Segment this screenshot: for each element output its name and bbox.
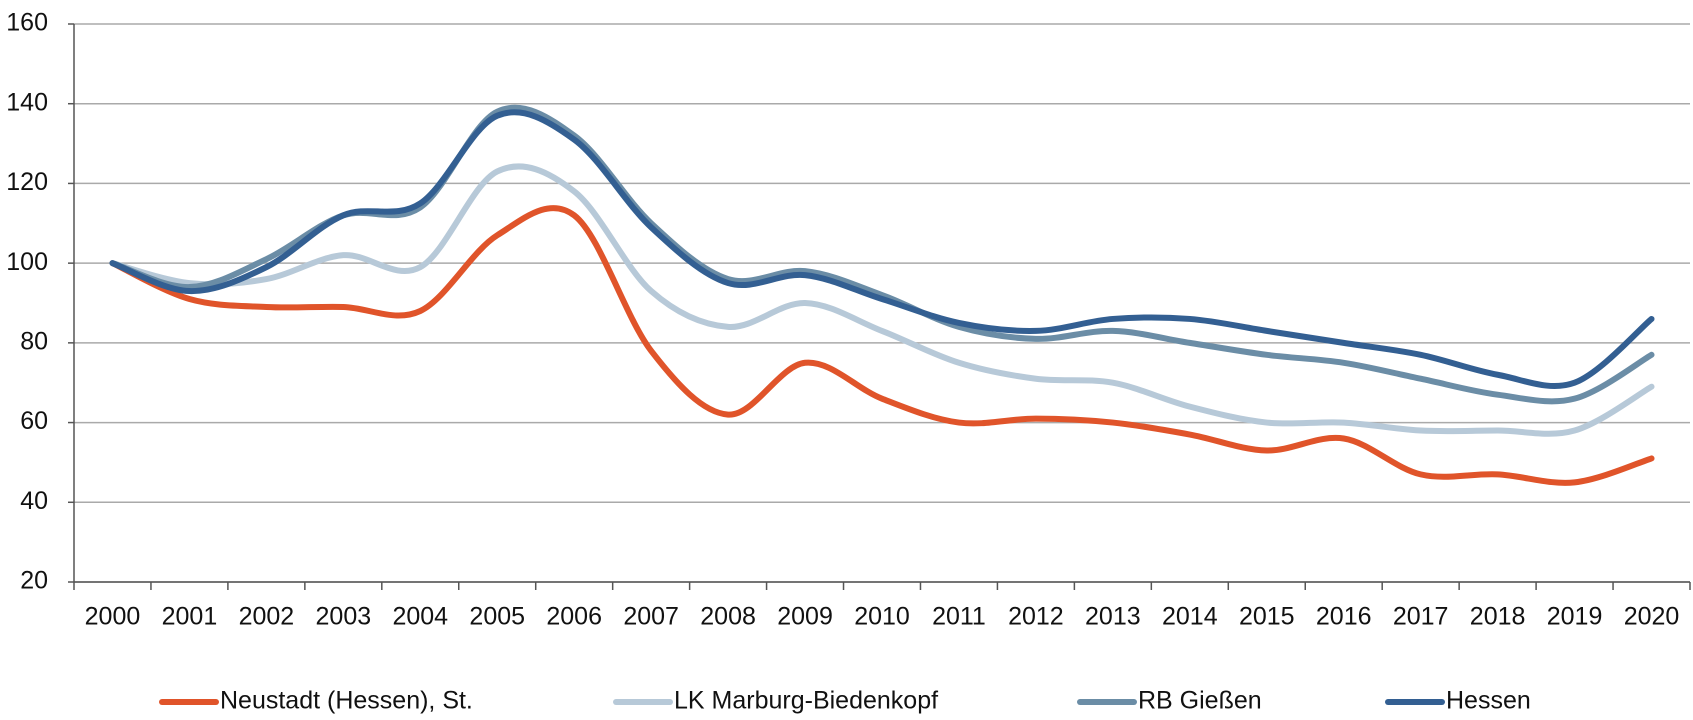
y-tick-label: 140 [6, 88, 48, 116]
x-tick-label: 2015 [1239, 603, 1295, 631]
y-tick-label: 120 [6, 168, 48, 196]
x-tick-label: 2000 [85, 603, 141, 631]
legend-label: Neustadt (Hessen), St. [220, 687, 473, 715]
x-tick-label: 2001 [162, 603, 218, 631]
x-tick-label: 2011 [932, 603, 986, 631]
series-line [109, 205, 1655, 486]
legend-label: LK Marburg-Biedenkopf [674, 687, 938, 715]
x-tick-label: 2019 [1547, 603, 1603, 631]
x-tick-label: 2008 [700, 603, 756, 631]
y-tick-label: 20 [20, 567, 48, 595]
series-line [109, 163, 1655, 437]
y-tick-label: 100 [6, 248, 48, 276]
y-tick-label: 80 [20, 327, 48, 355]
x-tick-label: 2003 [316, 603, 372, 631]
x-tick-label: 2018 [1470, 603, 1526, 631]
x-tick-label: 2007 [623, 603, 679, 631]
y-tick-label: 40 [20, 487, 48, 515]
x-tick-label: 2014 [1162, 603, 1218, 631]
x-tick-label: 2002 [239, 603, 295, 631]
y-tick-label: 160 [6, 9, 48, 37]
legend-label: RB Gießen [1138, 687, 1262, 715]
x-tick-label: 2005 [469, 603, 525, 631]
x-tick-label: 2010 [854, 603, 910, 631]
x-tick-label: 2016 [1316, 603, 1372, 631]
legend-label: Hessen [1446, 687, 1531, 715]
x-tick-label: 2020 [1624, 603, 1680, 631]
x-tick-label: 2017 [1393, 603, 1449, 631]
x-tick-label: 2013 [1085, 603, 1141, 631]
x-tick-label: 2012 [1008, 603, 1064, 631]
x-tick-label: 2004 [392, 603, 448, 631]
x-tick-label: 2006 [546, 603, 602, 631]
series-line [109, 109, 1655, 389]
y-tick-label: 60 [20, 407, 48, 435]
x-tick-label: 2009 [777, 603, 833, 631]
